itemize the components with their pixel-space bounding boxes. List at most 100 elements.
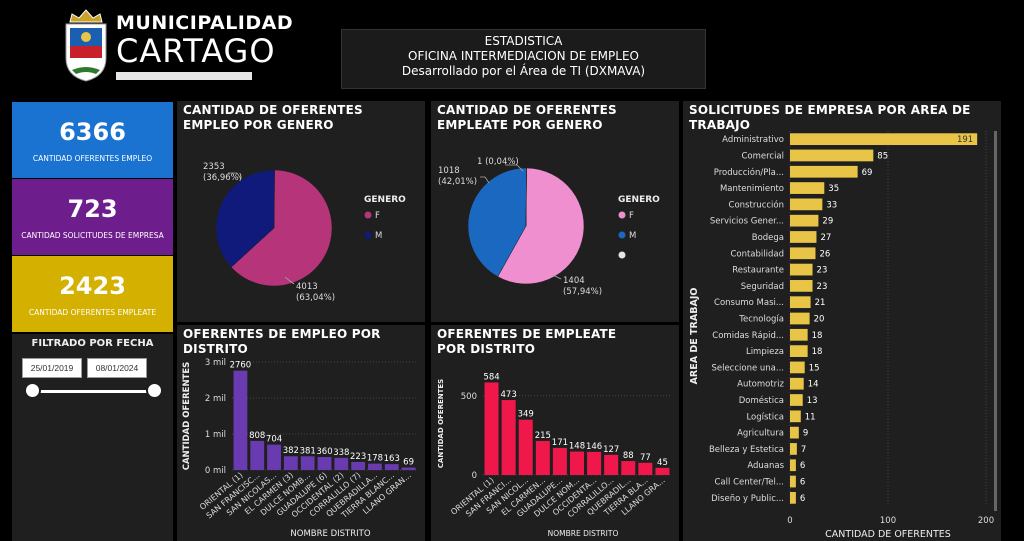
bar [790,459,796,472]
bar-value-label: 2760 [230,361,252,371]
bar-value-label: 191 [957,135,973,145]
date-range-start-handle[interactable] [24,382,41,399]
y-tick-label: Administrativo [722,135,784,145]
slice-percent-label: (63,04%) [296,293,335,303]
bar [790,231,817,243]
y-axis-title: CANTIDAD OFERENTES [437,379,445,468]
slice-value-label: 2353 [203,162,225,172]
panel-empleate-distrito: OFERENTES DE EMPLEATE POR DISTRITO 0 500 5… [431,325,679,541]
y-tick-label: Seguridad [741,282,784,292]
hbar-chart-solicitudes-area: 0 100 200191Administrativo85Comercial69Pro… [689,131,997,540]
bar [790,133,978,146]
leader-line [228,172,242,180]
y-axis-title: AREA DE TRABAJO [689,288,700,385]
logo-underline [116,72,252,80]
bar [552,447,567,475]
bar-value-label: 9 [803,429,808,439]
logo: MUNICIPALIDAD CARTAGO [62,8,293,84]
bar-value-label: 18 [812,347,823,357]
date-range-end-handle[interactable] [146,382,163,399]
bar-value-label: 88 [623,451,634,461]
pie-slice [215,169,275,268]
x-axis-title: NOMBRE DISTRITO [548,529,619,538]
y-tick-label: Mantenimiento [720,184,784,194]
bar-value-label: 27 [820,233,831,243]
slice-percent-label: (36,96%) [203,173,242,183]
start-date-input[interactable] [22,358,82,378]
legend-title: GENERO [618,195,660,205]
kpi-label: CANTIDAD OFERENTES EMPLEO [32,154,153,163]
panel-empleo-distrito: OFERENTES DE EMPLEO POR DISTRITO 0 mil 1 … [177,325,425,541]
kpi-value: 723 [67,195,118,223]
legend-label: M [629,231,636,241]
kpi-card-empleate: 2423 CANTIDAD OFERENTES EMPLEATE [12,256,173,332]
bar-value-label: 338 [333,448,349,458]
y-tick-label: Call Center/Tel... [715,478,785,488]
bar-value-label: 146 [586,442,602,452]
bar-value-label: 808 [249,431,265,441]
bar [790,247,816,260]
x-axis-title: CANTIDAD DE OFERENTES [825,529,951,540]
bar [317,457,332,470]
y-tick-label: Bodega [752,233,784,243]
end-date-input[interactable] [87,358,147,378]
y-tick-label: Tecnología [738,315,784,325]
y-tick-label: Limpieza [746,347,784,357]
bar-value-label: 223 [350,452,366,462]
y-tick-label: Comercial [741,151,784,161]
bar-value-label: 473 [501,390,517,400]
bar [790,410,801,423]
logo-line2: CARTAGO [116,32,276,70]
bar-value-label: 33 [826,200,837,210]
bar [300,456,315,470]
bar-value-label: 148 [569,442,585,452]
slice-percent-label: (57,94%) [563,287,602,297]
date-range-track[interactable] [33,390,155,393]
y-tick-label: Seleccione una... [711,363,784,373]
bar [790,443,797,455]
chart-title: OFERENTES DE EMPLEATE POR DISTRITO [437,327,617,356]
y-tick-label: Servicios Gener... [710,217,784,227]
y-tick-label: Aduanas [747,461,784,471]
bar [535,440,550,475]
bar [790,475,796,488]
bar-value-label: 6 [800,478,805,488]
y-tick-label: 1 mil [205,430,226,440]
slice-value-label: 4013 [296,282,318,292]
logo-line1: MUNICIPALIDAD [116,12,294,34]
bar [250,440,265,470]
chart-title: SOLICITUDES DE EMPRESA POR AREA DE TRABA… [689,103,971,132]
panel-empleo-genero: CANTIDAD DE OFERENTES EMPLEO POR GENERO … [177,101,425,322]
bar-value-label: 360 [316,447,332,457]
bar [790,165,858,178]
bar [790,394,803,406]
bar-value-label: 69 [403,458,414,468]
bar-value-label: 45 [657,458,668,468]
x-tick-label: 200 [978,516,994,526]
bar [790,345,808,357]
bar-value-label: 349 [518,410,534,420]
bar-value-label: 6 [800,494,805,504]
bar-value-label: 7 [801,445,806,455]
bar-value-label: 381 [300,446,316,456]
scrollbar[interactable] [994,131,997,511]
header-title-line3: Desarrollado por el Área de TI (DXMAVA) [401,64,646,78]
bar-value-label: 127 [603,445,619,455]
kpi-card-solicitudes: 723 CANTIDAD SOLICITUDES DE EMPRESA [12,179,173,255]
pie-chart-empleate-genero: 1 (0,04%) 1018(42,01%) 1404(57,94%) GENERO F… [438,157,660,297]
bar-value-label: 13 [807,396,818,406]
bar [638,462,653,475]
bar [790,491,796,504]
y-tick-label: Restaurante [732,266,784,276]
bar [790,426,799,439]
bar [790,361,805,374]
y-tick-label: Automotriz [737,380,784,390]
y-tick-label: 2 mil [205,394,226,404]
kpi-value: 6366 [59,118,126,146]
bar [790,296,811,309]
header-title-line1: ESTADISTICA [484,34,563,48]
header-title-box: ESTADISTICA OFICINA INTERMEDIACION DE EM… [341,29,706,89]
bar [368,463,382,470]
y-tick-label: Diseño y Public... [711,494,784,504]
bar [790,328,808,341]
